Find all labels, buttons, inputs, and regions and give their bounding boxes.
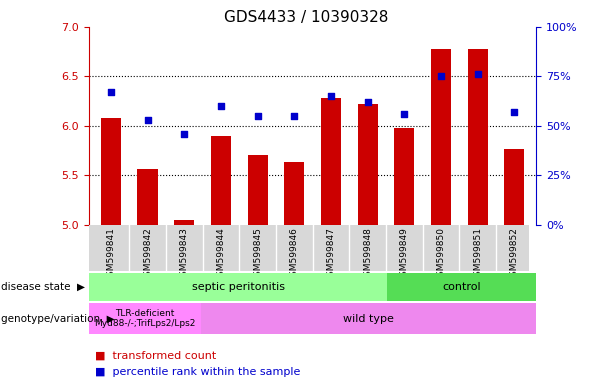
Text: GSM599841: GSM599841 (107, 227, 115, 282)
Bar (504, 149, 525, 225)
Text: GSM599850: GSM599850 (436, 227, 446, 282)
Bar (211, 136, 231, 225)
Point (180, 131, 189, 137)
Text: GSM599849: GSM599849 (400, 227, 409, 282)
Text: GSM599851: GSM599851 (473, 227, 482, 282)
Text: GDS4433 / 10390328: GDS4433 / 10390328 (224, 10, 389, 25)
Bar (248, 156, 268, 225)
Bar (387, 273, 536, 301)
Bar (89, 303, 201, 334)
Text: septic peritonitis: septic peritonitis (191, 282, 284, 292)
Text: ■  transformed count: ■ transformed count (95, 350, 216, 360)
Point (253, 113, 262, 119)
Point (509, 109, 519, 115)
Text: GSM599846: GSM599846 (290, 227, 299, 282)
Point (143, 117, 153, 123)
Text: ■  percentile rank within the sample: ■ percentile rank within the sample (95, 367, 300, 377)
Text: GSM599844: GSM599844 (216, 227, 226, 282)
Text: disease state  ▶: disease state ▶ (1, 282, 85, 292)
Point (289, 113, 299, 119)
Text: GSM599852: GSM599852 (510, 227, 519, 282)
Bar (468, 49, 488, 225)
Text: GSM599843: GSM599843 (180, 227, 189, 282)
Bar (201, 303, 536, 334)
Bar (89, 273, 387, 301)
Bar (101, 118, 121, 225)
Bar (137, 169, 158, 225)
Text: control: control (443, 282, 481, 292)
Bar (174, 220, 194, 225)
Text: GSM599842: GSM599842 (143, 227, 152, 282)
Text: GSM599847: GSM599847 (327, 227, 335, 282)
Point (106, 89, 116, 95)
Text: genotype/variation  ▶: genotype/variation ▶ (1, 314, 115, 324)
Point (216, 103, 226, 109)
Bar (357, 104, 378, 225)
Bar (431, 49, 451, 225)
Bar (321, 98, 341, 225)
Point (400, 111, 409, 117)
Point (363, 99, 373, 105)
Text: GSM599845: GSM599845 (253, 227, 262, 282)
Text: GSM599848: GSM599848 (363, 227, 372, 282)
Text: TLR-deficient
Myd88-/-;TrifLps2/Lps2: TLR-deficient Myd88-/-;TrifLps2/Lps2 (94, 309, 196, 328)
Bar (284, 162, 305, 225)
Point (436, 73, 446, 79)
Point (326, 93, 336, 99)
Text: wild type: wild type (343, 314, 394, 324)
Bar (394, 128, 414, 225)
Point (473, 71, 482, 78)
